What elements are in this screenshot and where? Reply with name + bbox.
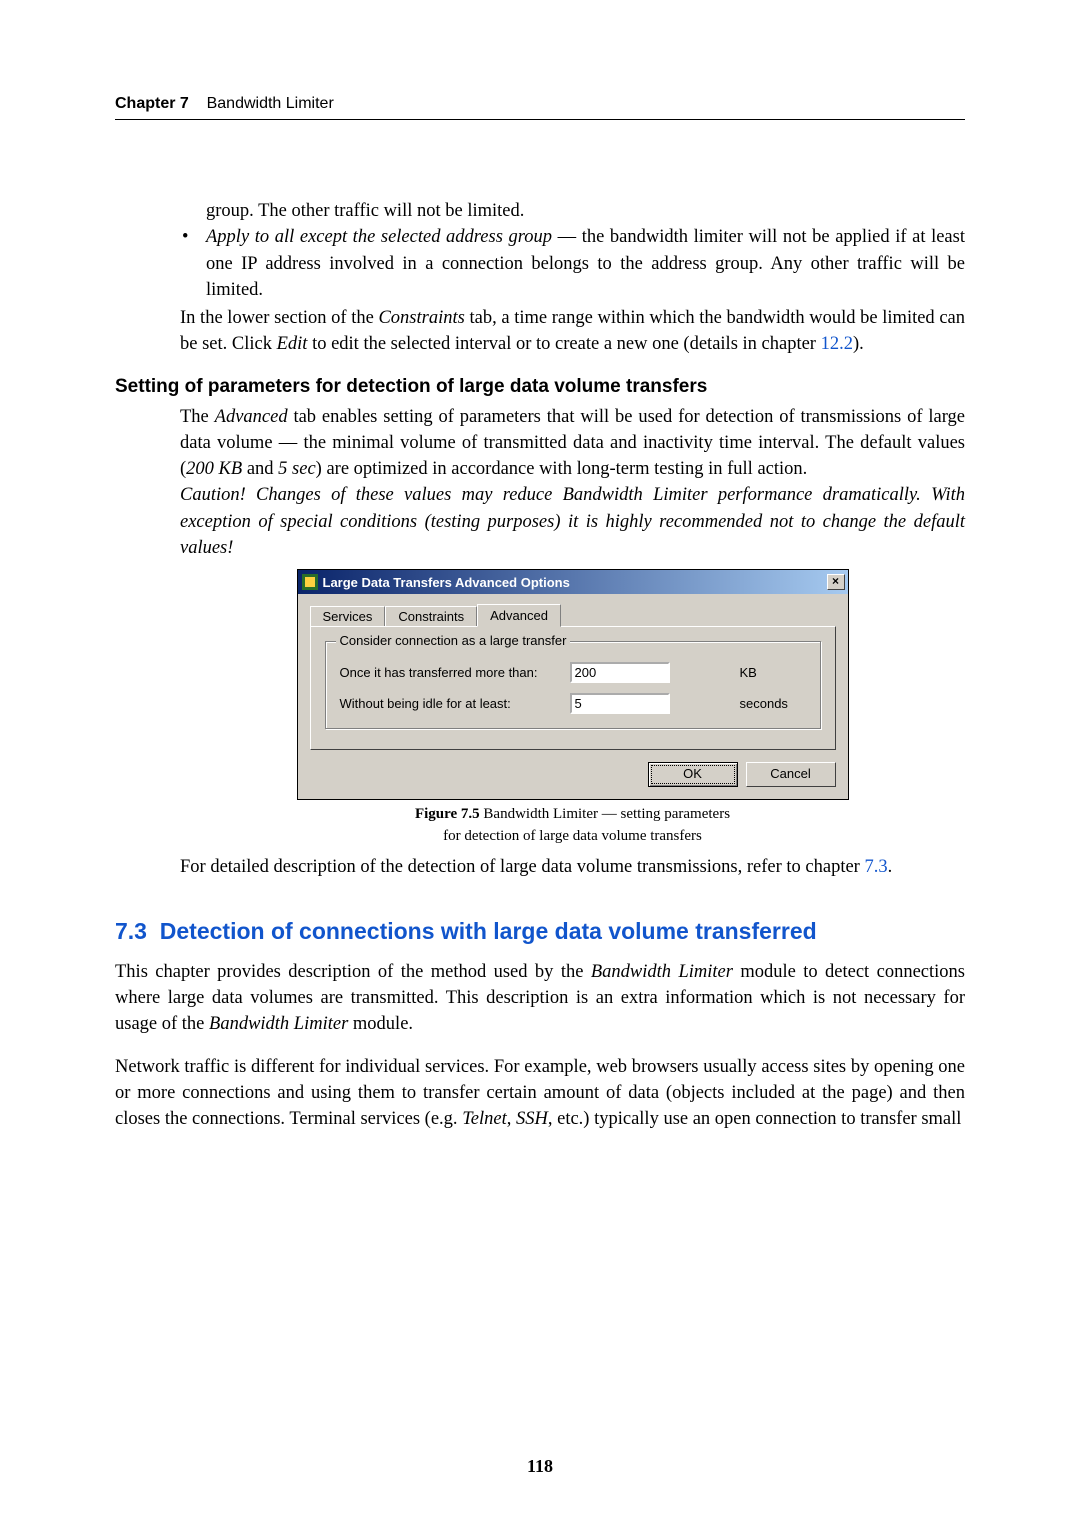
section-p1: This chapter provides description of the…	[115, 959, 965, 1038]
section-heading: 7.3 Detection of connections with large …	[115, 918, 965, 945]
closing-paragraph: For detailed description of the detectio…	[180, 854, 965, 880]
caution-paragraph: Caution! Changes of these values may red…	[180, 482, 965, 561]
chapter-ref-12-2[interactable]: 12.2	[821, 334, 853, 354]
ok-button[interactable]: OK	[648, 762, 738, 787]
close-icon[interactable]: ×	[827, 574, 845, 590]
input-idle-seconds[interactable]	[570, 693, 670, 714]
dialog-window: Large Data Transfers Advanced Options × …	[297, 569, 849, 800]
advanced-block: The Advanced tab enables setting of para…	[180, 404, 965, 880]
unit-kb: KB	[740, 665, 757, 680]
cancel-button[interactable]: Cancel	[746, 762, 836, 787]
chapter-title: Bandwidth Limiter	[207, 95, 334, 112]
dialog-title: Large Data Transfers Advanced Options	[323, 575, 827, 590]
tab-advanced[interactable]: Advanced	[477, 604, 561, 627]
running-head: Chapter 7 Bandwidth Limiter	[115, 95, 965, 120]
dialog-button-row: OK Cancel	[298, 762, 848, 799]
unit-seconds: seconds	[740, 696, 788, 711]
section-p2: Network traffic is different for individ…	[115, 1054, 965, 1133]
advanced-paragraph: The Advanced tab enables setting of para…	[180, 404, 965, 483]
chapter-ref-7-3[interactable]: 7.3	[864, 857, 887, 877]
bullet-marker: •	[182, 224, 206, 303]
tab-services[interactable]: Services	[310, 606, 386, 626]
label-transferred: Once it has transferred more than:	[340, 665, 570, 680]
bullet-text: Apply to all except the selected address…	[206, 224, 965, 303]
row-transferred: Once it has transferred more than: KB	[340, 662, 806, 683]
bullet-item: • Apply to all except the selected addre…	[182, 224, 965, 303]
chapter-label: Chapter 7	[115, 95, 189, 112]
bullet-term: Apply to all except the selected address…	[206, 227, 552, 247]
label-idle: Without being idle for at least:	[340, 696, 570, 711]
tabstrip: Services Constraints Advanced	[310, 604, 836, 626]
body-continuation: group. The other traffic will not be lim…	[180, 198, 965, 358]
tab-panel-advanced: Consider connection as a large transfer …	[310, 626, 836, 750]
app-icon	[302, 574, 318, 590]
subheading: Setting of parameters for detection of l…	[115, 376, 965, 398]
tab-constraints[interactable]: Constraints	[385, 606, 477, 626]
page-number: 118	[0, 1456, 1080, 1477]
groupbox-large-transfer: Consider connection as a large transfer …	[325, 641, 821, 729]
row-idle: Without being idle for at least: seconds	[340, 693, 806, 714]
carryover-line: group. The other traffic will not be lim…	[206, 198, 965, 224]
input-transferred-kb[interactable]	[570, 662, 670, 683]
constraints-paragraph: In the lower section of the Constraints …	[180, 305, 965, 358]
groupbox-legend: Consider connection as a large transfer	[336, 633, 571, 648]
dialog-titlebar: Large Data Transfers Advanced Options ×	[298, 570, 848, 594]
dialog-body: Services Constraints Advanced Consider c…	[298, 594, 848, 762]
figure-caption: Figure 7.5 Bandwidth Limiter — setting p…	[180, 804, 965, 848]
